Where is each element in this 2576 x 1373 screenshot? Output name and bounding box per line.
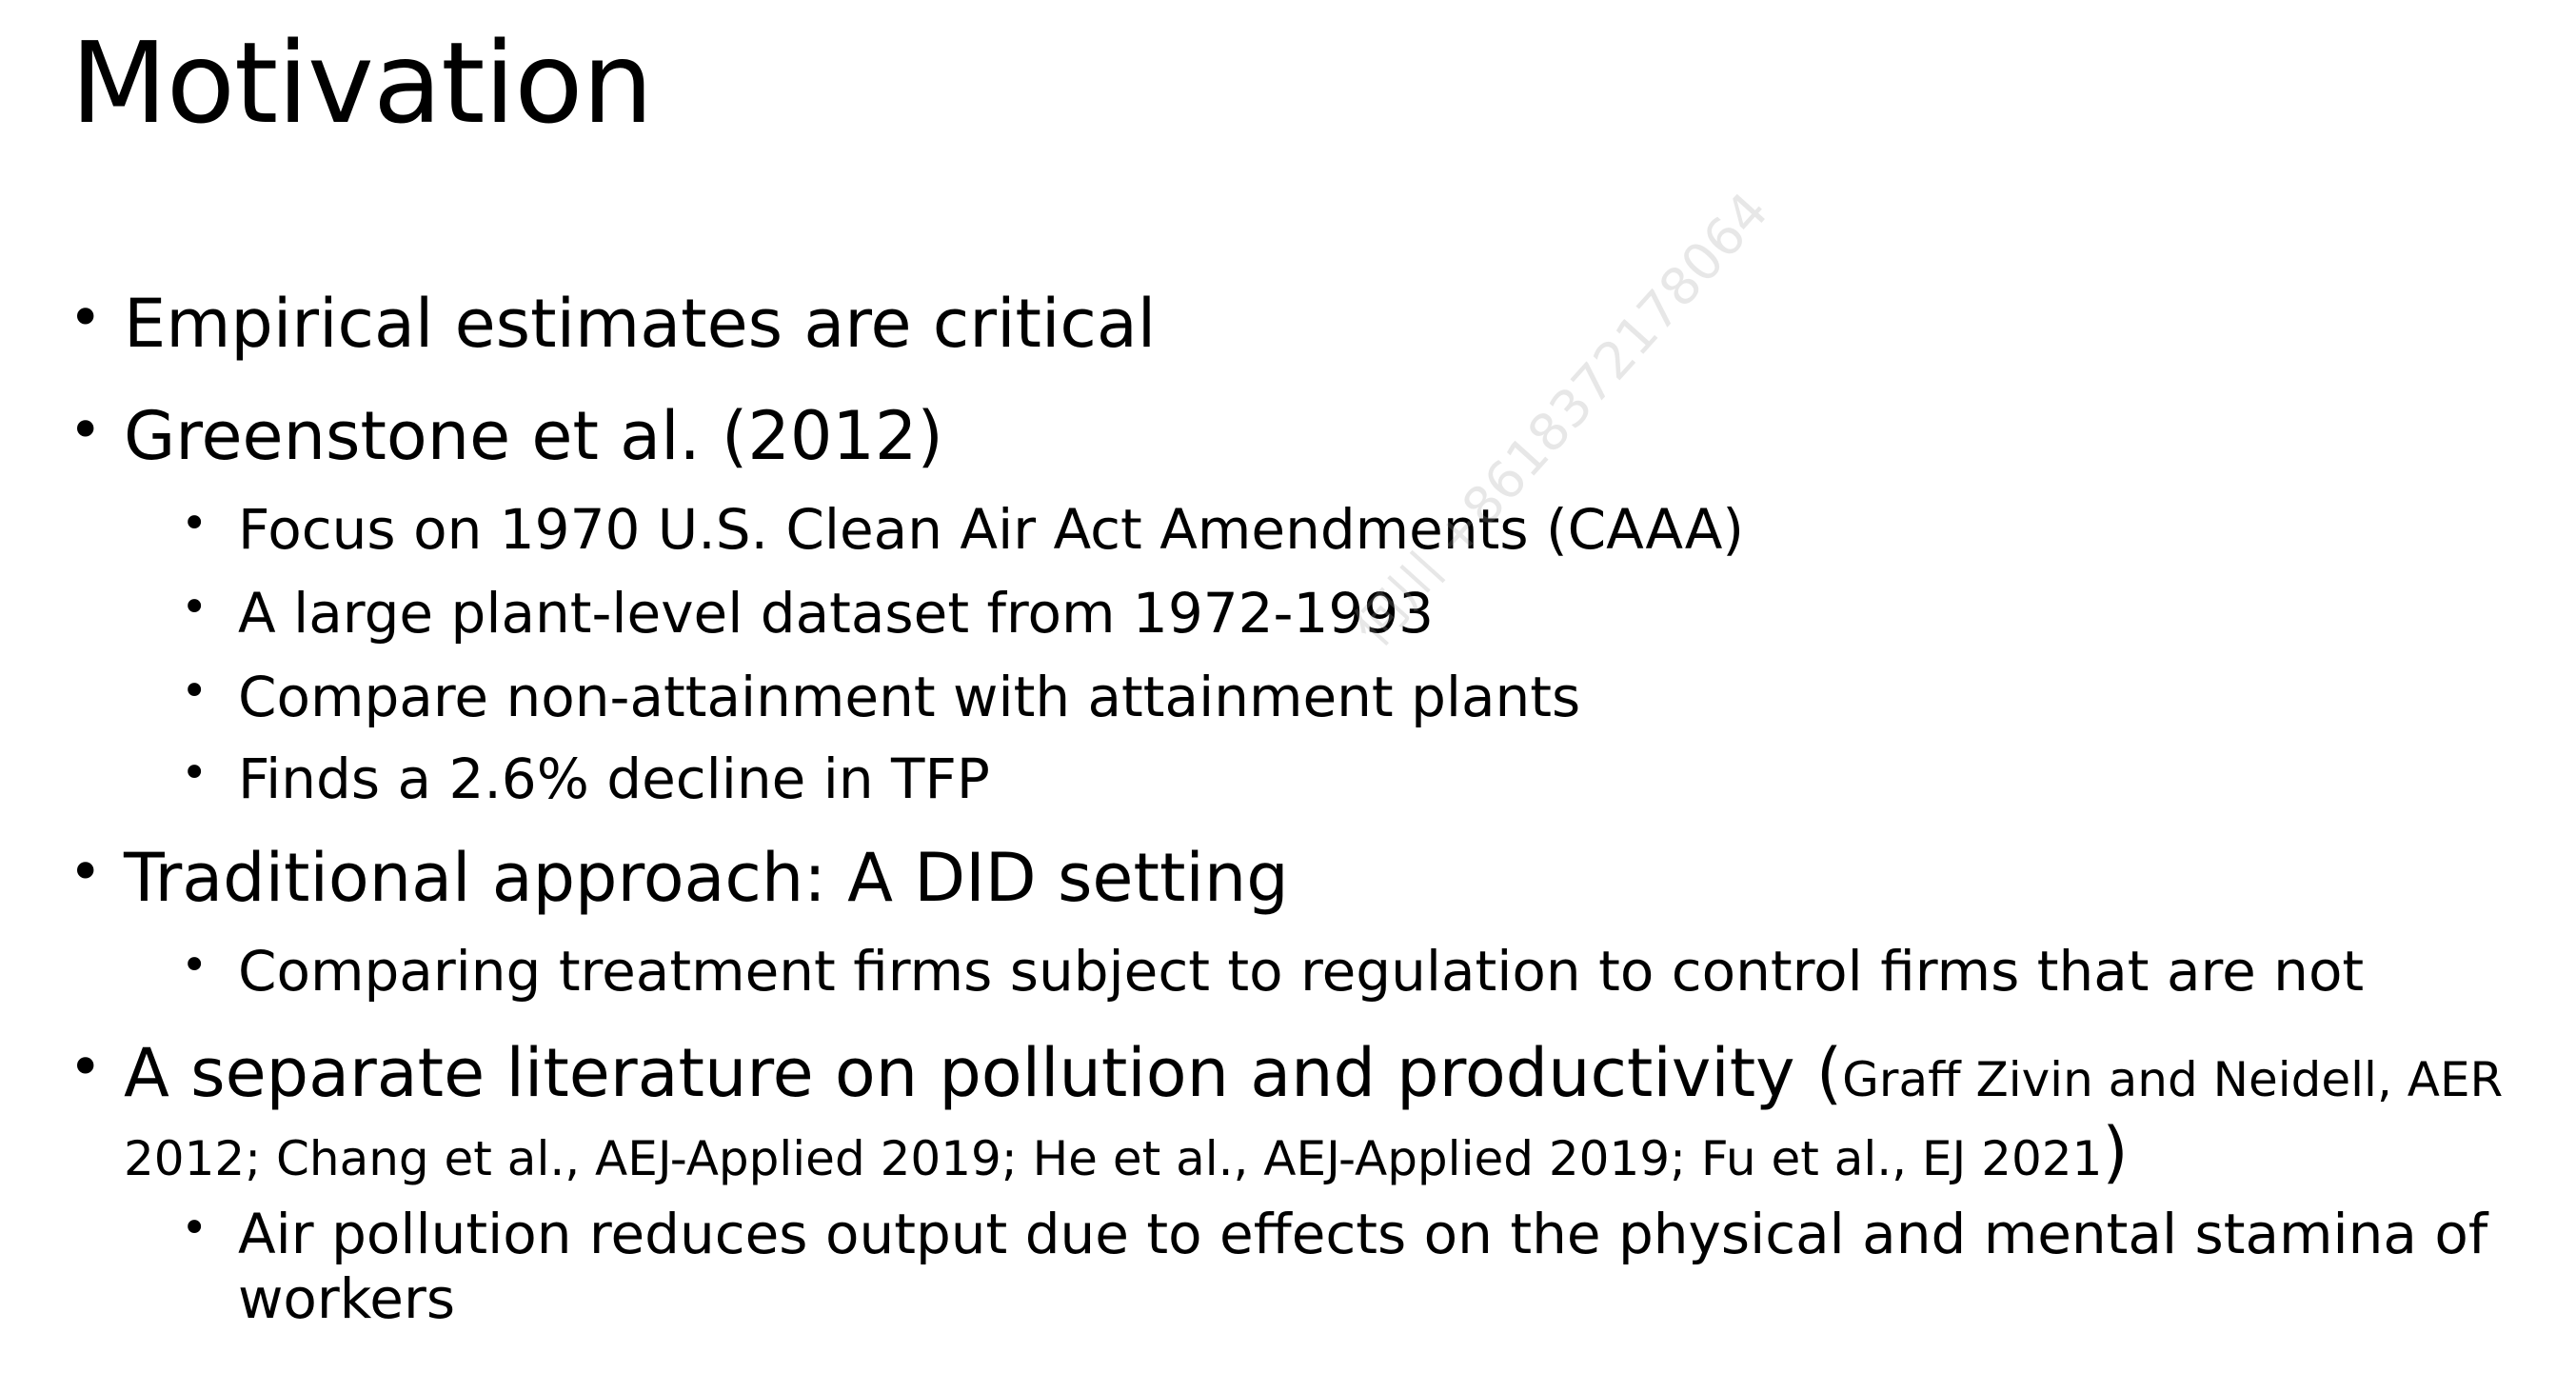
bullet-glyph: •	[69, 1034, 103, 1101]
sub-bullet: • Finds a 2.6% decline in TFP	[181, 746, 990, 813]
sub-bullet: • Air pollution reduces output due to ef…	[181, 1202, 2504, 1332]
slide-title: Motivation	[70, 17, 653, 149]
sub-bullet-text: Compare non-attainment with attainment p…	[238, 665, 1581, 729]
sub-bullet-text: Comparing treatment firms subject to reg…	[238, 939, 2365, 1004]
bullet-4: • A separate literature on pollution and…	[69, 1034, 2506, 1191]
sub-bullet-glyph: •	[181, 665, 208, 718]
bullet-2: • Greenstone et al. (2012)	[69, 398, 943, 475]
sub-bullet-text: A large plant-level dataset from 1972-19…	[238, 581, 1435, 646]
sub-bullet-text: Air pollution reduces output due to effe…	[238, 1202, 2488, 1332]
sub-bullet-glyph: •	[181, 746, 208, 800]
bullet-glyph: •	[69, 397, 103, 464]
sub-bullet: • Focus on 1970 U.S. Clean Air Act Amend…	[181, 497, 1744, 564]
bullet-text: Empirical estimates are critical	[124, 285, 1157, 363]
bullet-text: A separate literature on pollution and p…	[124, 1034, 1795, 1112]
bullet-3: • Traditional approach: A DID setting	[69, 840, 1289, 917]
bullet-text-group: A separate literature on pollution and p…	[124, 1034, 2506, 1191]
bullet-glyph: •	[69, 285, 103, 351]
sub-bullet-glyph: •	[181, 1202, 208, 1255]
sub-bullet-glyph: •	[181, 939, 208, 992]
sub-bullet: • A large plant-level dataset from 1972-…	[181, 581, 1434, 647]
sub-bullet-glyph: •	[181, 497, 208, 550]
citation-paren-close: )	[2102, 1112, 2129, 1191]
sub-bullet: • Compare non-attainment with attainment…	[181, 665, 1580, 731]
bullet-1: • Empirical estimates are critical	[69, 286, 1156, 363]
bullet-text: Traditional approach: A DID setting	[124, 839, 1289, 917]
citation-paren-open: (	[1815, 1034, 1843, 1112]
bullet-glyph: •	[69, 839, 103, 905]
sub-bullet: • Comparing treatment firms subject to r…	[181, 939, 2364, 1005]
bullet-text: Greenstone et al. (2012)	[124, 397, 943, 475]
citation-text: Graff Zivin and Neidell, AER 2012; Chang…	[124, 1052, 2504, 1186]
sub-bullet-text: Finds a 2.6% decline in TFP	[238, 746, 990, 811]
sub-bullet-text: Focus on 1970 U.S. Clean Air Act Amendme…	[238, 497, 1745, 562]
sub-bullet-glyph: •	[181, 581, 208, 634]
